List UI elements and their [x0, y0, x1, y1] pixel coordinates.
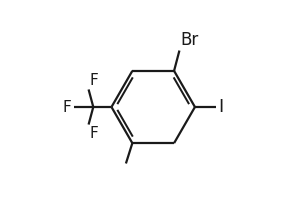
Text: F: F [90, 126, 98, 141]
Text: Br: Br [181, 31, 199, 49]
Text: F: F [63, 100, 71, 114]
Text: I: I [218, 98, 224, 116]
Text: F: F [90, 73, 98, 88]
